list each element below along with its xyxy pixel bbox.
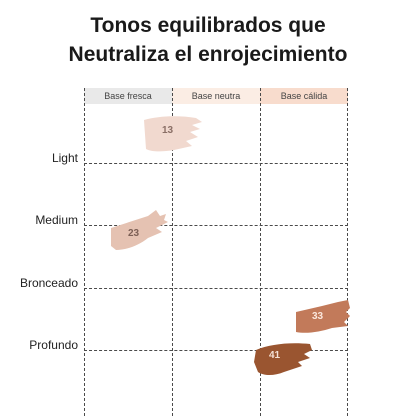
- grid-line: [260, 88, 261, 416]
- column-header-base-neutra: Base neutra: [172, 88, 260, 104]
- title-line-1: Tonos equilibrados que: [90, 14, 326, 37]
- grid-line: [347, 88, 348, 416]
- swatch-label-33: 33: [312, 311, 324, 322]
- swatch-label-41: 41: [269, 350, 281, 361]
- swatch-23: 23: [108, 208, 170, 256]
- column-header-base-fresca: Base fresca: [84, 88, 172, 104]
- swatch-41: 41: [250, 336, 316, 380]
- title-line-2: Neutraliza el enrojecimiento: [68, 43, 348, 66]
- swatch-13: 13: [140, 112, 206, 156]
- brush-stroke-13: [144, 116, 202, 152]
- grid-line: [84, 163, 348, 164]
- row-label-bronceado: Bronceado: [19, 276, 78, 290]
- row-label-profundo: Profundo: [29, 338, 78, 352]
- brush-stroke-41: [254, 343, 312, 375]
- swatch-label-13: 13: [162, 125, 174, 136]
- swatch-label-23: 23: [128, 228, 140, 239]
- row-label-medium: Medium: [35, 213, 78, 227]
- brush-stroke-33: [296, 300, 350, 333]
- grid-line: [84, 350, 348, 351]
- brush-stroke-23: [111, 210, 168, 250]
- row-label-light: Light: [51, 151, 78, 165]
- column-header-base-calida: Base cálida: [260, 88, 348, 104]
- grid-line: [84, 225, 348, 226]
- swatch-33: 33: [292, 298, 352, 338]
- grid-line: [84, 288, 348, 289]
- grid-line: [172, 88, 173, 416]
- tone-grid: Base fresca Base neutra Base cálida: [84, 88, 348, 416]
- grid-line: [84, 88, 85, 416]
